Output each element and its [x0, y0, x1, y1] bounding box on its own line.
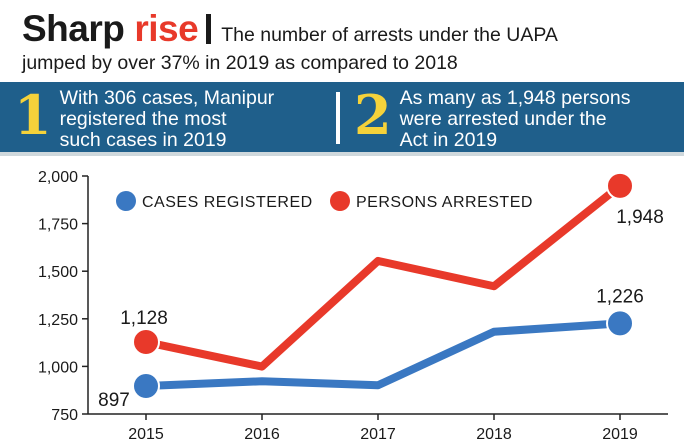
fact-2: 2 As many as 1,948 persons were arrested… — [354, 82, 674, 152]
y-tick-label: 2,000 — [38, 169, 78, 186]
data-label: 1,226 — [596, 286, 644, 307]
y-tick-label: 1,000 — [38, 359, 78, 376]
facts-divider — [336, 92, 340, 144]
title-main: Sharp — [22, 8, 125, 49]
data-point-marker — [606, 171, 634, 200]
fact-2-text: As many as 1,948 persons were arrested u… — [400, 88, 631, 151]
y-tick-label: 750 — [51, 407, 78, 424]
fact-2-number: 2 — [354, 83, 392, 147]
x-tick-label: 2016 — [244, 426, 280, 443]
legend-label: PERSONS ARRESTED — [356, 194, 533, 211]
fact-1-line-1: With 306 cases, Manipur — [59, 87, 275, 109]
header: Sharp rise The number of arrests under t… — [22, 8, 672, 75]
x-tick-label: 2019 — [602, 426, 638, 443]
data-point-marker — [606, 309, 634, 338]
data-point-marker — [132, 328, 160, 357]
title-accent: rise — [134, 8, 199, 49]
data-label: 1,948 — [616, 207, 664, 228]
fact-1-text: With 306 cases, Manipur registered the m… — [60, 88, 275, 151]
facts-band: 1 With 306 cases, Manipur registered the… — [0, 82, 684, 152]
legend-label: CASES REGISTERED — [142, 194, 313, 211]
fact-1-number: 1 — [14, 83, 52, 147]
data-label: 897 — [98, 390, 130, 411]
y-tick-label: 1,500 — [38, 264, 78, 281]
data-label: 1,128 — [120, 308, 168, 329]
fact-2-line-2: were arrested under the — [399, 108, 607, 130]
fact-1-line-2: registered the most — [59, 108, 227, 130]
series-line-cases — [142, 319, 624, 391]
title-separator — [206, 14, 212, 44]
data-point-marker — [132, 372, 160, 401]
band-bottom-edge — [0, 152, 684, 156]
fact-1-line-3: such cases in 2019 — [59, 129, 227, 151]
series-line-arrests — [142, 181, 624, 371]
x-tick-label: 2018 — [476, 426, 512, 443]
y-tick-label: 1,750 — [38, 217, 78, 234]
fact-2-line-3: Act in 2019 — [399, 129, 498, 151]
x-tick-label: 2017 — [360, 426, 396, 443]
legend-swatch — [330, 191, 350, 211]
subtitle-line-1: The number of arrests under the UAPA — [221, 24, 558, 46]
legend-swatch — [116, 191, 136, 211]
title-line: Sharp rise The number of arrests under t… — [22, 8, 672, 50]
fact-2-line-1: As many as 1,948 persons — [399, 87, 631, 109]
x-tick-label: 2015 — [128, 426, 164, 443]
fact-1: 1 With 306 cases, Manipur registered the… — [14, 82, 332, 152]
line-chart: 750 1,000 1,250 1,500 1,750 2,000 2015 2016 2017… — [38, 169, 668, 443]
subtitle-line-2: jumped by over 37% in 2019 as compared t… — [22, 52, 458, 74]
y-tick-label: 1,250 — [38, 312, 78, 329]
